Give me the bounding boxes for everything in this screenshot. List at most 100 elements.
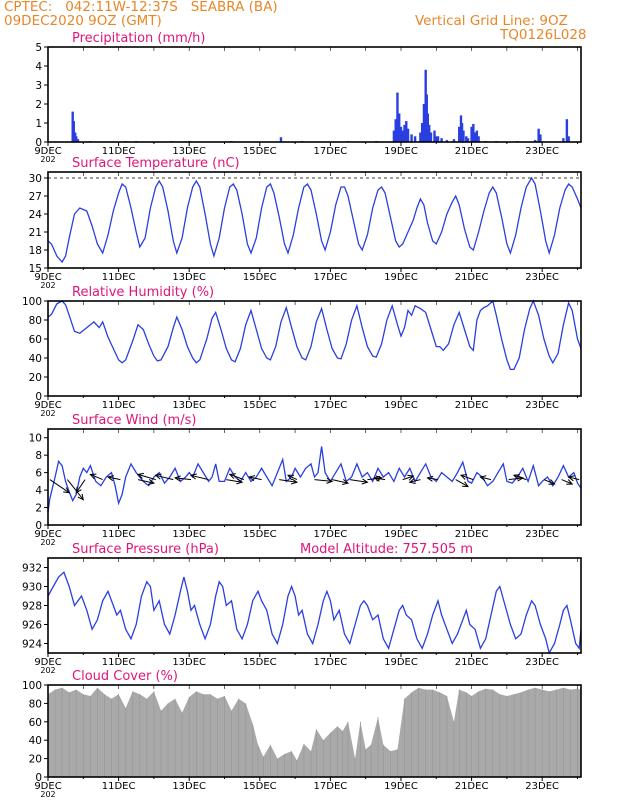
precip-bar xyxy=(537,128,540,142)
temp-ytick-label: 15 xyxy=(29,263,42,275)
wind-arrow xyxy=(455,479,469,488)
cloud-cover-area xyxy=(48,687,581,777)
wind-arrow-head xyxy=(479,475,487,482)
precip-bar xyxy=(565,119,569,142)
precip-xtick-label: 15DEC xyxy=(243,146,277,157)
precip-bar xyxy=(539,134,542,142)
precip-bar xyxy=(429,132,433,142)
temp-ytick-label: 30 xyxy=(29,173,42,185)
precip-ytick-label: 3 xyxy=(35,80,42,92)
wind-arrow xyxy=(49,479,70,494)
wind-arrow xyxy=(561,479,573,485)
wind-arrow-head xyxy=(373,475,381,482)
precip-bar xyxy=(76,139,80,142)
wind-arrow xyxy=(107,476,121,481)
temp-ytick-label: 18 xyxy=(29,245,42,257)
pres-ytick-label: 928 xyxy=(22,601,42,613)
rh-year-stub: 202 xyxy=(40,409,55,418)
rh-title: Relative Humidity (%) xyxy=(72,285,214,300)
wind-arrow xyxy=(513,474,527,481)
wind-arrow xyxy=(349,479,368,483)
wind-arrow-head xyxy=(286,474,294,481)
precip-xtick-label: 9DEC xyxy=(34,146,61,157)
wind-arrow-head xyxy=(462,481,470,488)
pres-xtick-label: 17DEC xyxy=(314,657,348,668)
wind-ytick-label: 2 xyxy=(35,503,42,515)
wind-arrow xyxy=(67,479,84,501)
wind-ytick-label: 6 xyxy=(35,468,42,480)
precip-xtick-label: 19DEC xyxy=(384,146,418,157)
precip-bar xyxy=(75,136,78,142)
wind-arrow xyxy=(175,477,192,481)
wind-arrow-head xyxy=(408,478,416,484)
precip-bar xyxy=(462,130,465,142)
wind-arrow-head xyxy=(512,474,520,480)
precip-bar xyxy=(405,121,408,142)
rh-xtick-label: 23DEC xyxy=(525,400,559,411)
precip-bar xyxy=(279,137,283,142)
precip-bar xyxy=(428,124,431,142)
precip-bar xyxy=(567,136,570,142)
cloud-xtick-label: 17DEC xyxy=(314,781,348,792)
precip-bar xyxy=(533,140,537,142)
wind-arrow xyxy=(226,479,243,483)
precip-bar xyxy=(465,136,468,142)
pres-ytick-label: 930 xyxy=(22,582,42,594)
rh-ytick-label: 0 xyxy=(35,391,42,403)
temp-ytick-label: 27 xyxy=(29,191,42,203)
precip-xtick-label: 13DEC xyxy=(172,146,206,157)
temp-xtick-label: 9DEC xyxy=(34,272,61,283)
wind-arrow xyxy=(287,474,298,481)
precip-bar xyxy=(410,134,413,142)
temp-xtick-label: 17DEC xyxy=(314,272,348,283)
pres-xtick-label: 13DEC xyxy=(172,657,206,668)
cloud-panel: Cloud Cover (%) 0 20 40 60 80 100 9DEC 11DEC 13DE… xyxy=(22,669,582,799)
cloud-xtick-label: 23DEC xyxy=(525,781,559,792)
wind-arrow xyxy=(409,479,421,483)
wind-arrow-head xyxy=(407,474,415,481)
wind-xtick-label: 17DEC xyxy=(314,529,348,540)
cloud-ytick-label: 40 xyxy=(29,735,42,747)
precip-bar xyxy=(466,138,470,142)
pres-series-line xyxy=(47,571,582,655)
temp-year-stub: 202 xyxy=(40,281,55,290)
precip-bar xyxy=(458,126,461,142)
precip-xtick-label: 11DEC xyxy=(102,146,136,157)
run-date-header: 09DEC2020 9OZ (GMT) xyxy=(4,13,162,29)
rh-ytick-label: 40 xyxy=(29,353,42,365)
precip-bar xyxy=(436,136,440,142)
precip-bar xyxy=(392,130,396,142)
pres-year-stub: 202 xyxy=(40,666,55,675)
precip-bar xyxy=(477,136,480,142)
wind-xtick-label: 9DEC xyxy=(34,529,61,540)
pres-xtick-label: 9DEC xyxy=(34,657,61,668)
precip-bar xyxy=(422,104,426,142)
temp-ytick-label: 21 xyxy=(29,227,42,239)
wind-ytick-label: 8 xyxy=(35,450,42,462)
precip-panel: Precipitation (mm/h) 0 1 2 3 4 5 9DEC 11DEC 13DEC… xyxy=(34,31,582,164)
precip-year-stub: 202 xyxy=(40,155,55,164)
precip-bar xyxy=(403,124,406,142)
cloud-title: Cloud Cover (%) xyxy=(72,669,178,684)
precip-bar xyxy=(472,123,475,142)
precip-bar xyxy=(399,126,403,142)
precip-ytick-label: 2 xyxy=(35,99,42,111)
precip-bar xyxy=(396,92,399,142)
wind-ytick-label: 10 xyxy=(29,433,42,445)
precip-bar xyxy=(426,113,430,142)
model-id-header: TQ0126L028 xyxy=(500,27,587,43)
precip-ytick-label: 4 xyxy=(35,61,42,73)
wind-year-stub: 202 xyxy=(40,538,55,547)
wind-xtick-label: 13DEC xyxy=(172,529,206,540)
precip-title: Precipitation (mm/h) xyxy=(72,31,205,46)
cloud-xtick-label: 11DEC xyxy=(102,781,136,792)
pres-ytick-label: 932 xyxy=(22,563,42,575)
wind-xtick-label: 11DEC xyxy=(102,529,136,540)
wind-xtick-label: 21DEC xyxy=(455,529,489,540)
cloud-xtick-label: 15DEC xyxy=(243,781,277,792)
rh-frame xyxy=(47,300,582,397)
wind-arrow-head xyxy=(228,473,236,480)
precip-bar xyxy=(460,123,464,142)
wind-arrow-head xyxy=(154,473,162,480)
temp-series-line xyxy=(47,176,582,264)
